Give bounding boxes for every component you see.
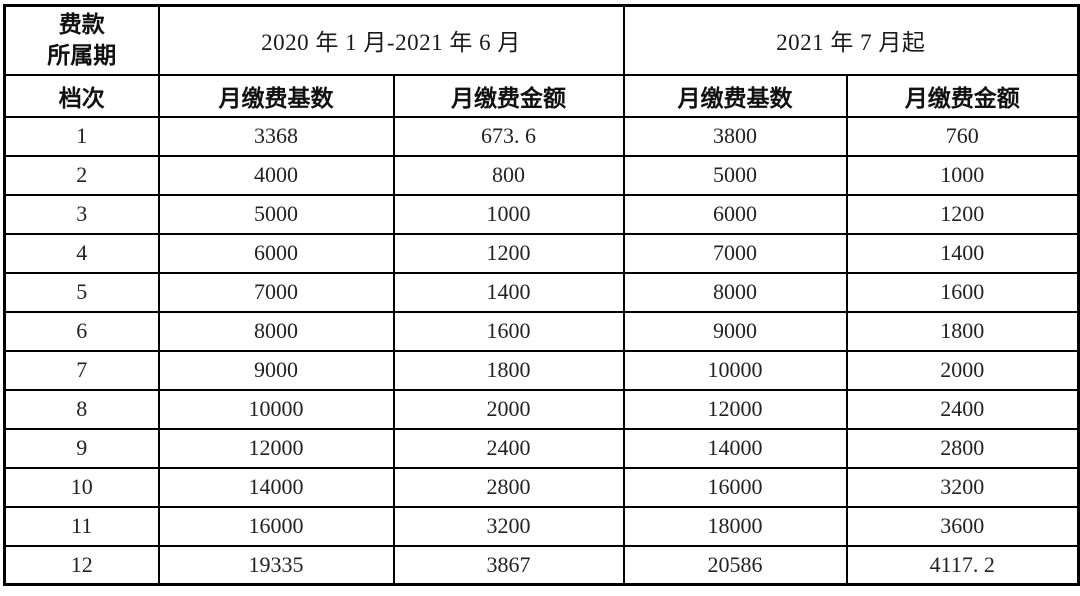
table-row: 12 19335 3867 20586 4117. 2: [3, 544, 1080, 586]
table-row: 8 10000 2000 12000 2400: [3, 388, 1080, 430]
cell-new-base: 8000: [622, 271, 848, 313]
fee-tier-table: 费款 所属期 2020 年 1 月-2021 年 6 月 2021 年 7 月起…: [3, 4, 1080, 586]
cell-new-base: 3800: [622, 115, 848, 157]
cell-old-base: 4000: [157, 154, 395, 196]
table-row: 10 14000 2800 16000 3200: [3, 466, 1080, 508]
cell-new-amount: 1800: [845, 310, 1080, 352]
cell-old-amount: 800: [392, 154, 625, 196]
cell-tier: 4: [3, 232, 160, 274]
cell-new-base: 14000: [622, 427, 848, 469]
cell-new-amount: 4117. 2: [845, 544, 1080, 586]
cell-old-amount: 2400: [392, 427, 625, 469]
cell-old-base: 8000: [157, 310, 395, 352]
cell-old-base: 7000: [157, 271, 395, 313]
cell-new-base: 16000: [622, 466, 848, 508]
cell-new-base: 5000: [622, 154, 848, 196]
cell-old-amount: 673. 6: [392, 115, 625, 157]
cell-new-base: 9000: [622, 310, 848, 352]
header-fee-period-line2: 所属期: [47, 43, 117, 69]
table-header-columns-row: 档次 月缴费基数 月缴费金额 月缴费基数 月缴费金额: [3, 73, 1080, 118]
cell-old-base: 6000: [157, 232, 395, 274]
cell-new-base: 20586: [622, 544, 848, 586]
header-new-base: 月缴费基数: [622, 73, 848, 118]
cell-new-amount: 1600: [845, 271, 1080, 313]
cell-old-base: 10000: [157, 388, 395, 430]
cell-tier: 12: [3, 544, 160, 586]
cell-new-amount: 3600: [845, 505, 1080, 547]
table-row: 1 3368 673. 6 3800 760: [3, 115, 1080, 157]
cell-old-amount: 3200: [392, 505, 625, 547]
table-row: 7 9000 1800 10000 2000: [3, 349, 1080, 391]
table-row: 9 12000 2400 14000 2800: [3, 427, 1080, 469]
cell-tier: 11: [3, 505, 160, 547]
header-new-amount: 月缴费金额: [845, 73, 1080, 118]
table-row: 11 16000 3200 18000 3600: [3, 505, 1080, 547]
cell-new-base: 7000: [622, 232, 848, 274]
cell-new-base: 6000: [622, 193, 848, 235]
cell-new-amount: 760: [845, 115, 1080, 157]
cell-old-base: 12000: [157, 427, 395, 469]
cell-old-base: 14000: [157, 466, 395, 508]
header-period-new: 2021 年 7 月起: [622, 4, 1080, 76]
cell-tier: 9: [3, 427, 160, 469]
header-period-old: 2020 年 1 月-2021 年 6 月: [157, 4, 625, 76]
cell-new-amount: 2000: [845, 349, 1080, 391]
cell-old-base: 5000: [157, 193, 395, 235]
cell-tier: 2: [3, 154, 160, 196]
cell-tier: 7: [3, 349, 160, 391]
cell-new-base: 18000: [622, 505, 848, 547]
cell-new-amount: 3200: [845, 466, 1080, 508]
cell-old-base: 9000: [157, 349, 395, 391]
cell-old-amount: 1800: [392, 349, 625, 391]
table-row: 6 8000 1600 9000 1800: [3, 310, 1080, 352]
header-tier: 档次: [3, 73, 160, 118]
table-row: 5 7000 1400 8000 1600: [3, 271, 1080, 313]
cell-tier: 6: [3, 310, 160, 352]
header-old-amount: 月缴费金额: [392, 73, 625, 118]
cell-tier: 10: [3, 466, 160, 508]
cell-new-amount: 1200: [845, 193, 1080, 235]
cell-old-amount: 3867: [392, 544, 625, 586]
table-header-period-row: 费款 所属期 2020 年 1 月-2021 年 6 月 2021 年 7 月起: [3, 4, 1080, 76]
cell-tier: 3: [3, 193, 160, 235]
cell-old-amount: 1400: [392, 271, 625, 313]
header-fee-period-line1: 费款: [58, 12, 105, 38]
cell-new-amount: 1400: [845, 232, 1080, 274]
cell-new-base: 10000: [622, 349, 848, 391]
cell-old-amount: 1600: [392, 310, 625, 352]
header-old-base: 月缴费基数: [157, 73, 395, 118]
cell-new-base: 12000: [622, 388, 848, 430]
table-row: 2 4000 800 5000 1000: [3, 154, 1080, 196]
cell-new-amount: 2400: [845, 388, 1080, 430]
cell-new-amount: 2800: [845, 427, 1080, 469]
cell-old-base: 19335: [157, 544, 395, 586]
cell-old-amount: 1200: [392, 232, 625, 274]
cell-new-amount: 1000: [845, 154, 1080, 196]
cell-tier: 1: [3, 115, 160, 157]
cell-old-base: 3368: [157, 115, 395, 157]
cell-old-base: 16000: [157, 505, 395, 547]
cell-old-amount: 2800: [392, 466, 625, 508]
header-fee-period-cell: 费款 所属期: [3, 4, 160, 76]
cell-tier: 5: [3, 271, 160, 313]
cell-old-amount: 2000: [392, 388, 625, 430]
cell-old-amount: 1000: [392, 193, 625, 235]
table-row: 3 5000 1000 6000 1200: [3, 193, 1080, 235]
table-row: 4 6000 1200 7000 1400: [3, 232, 1080, 274]
cell-tier: 8: [3, 388, 160, 430]
